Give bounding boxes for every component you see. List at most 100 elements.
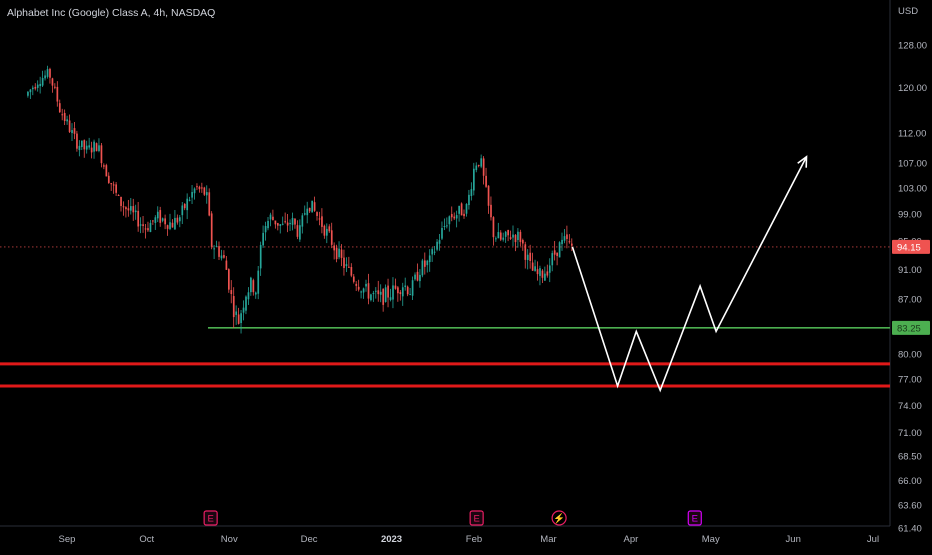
candle-body [316, 212, 318, 216]
candle-body [267, 220, 269, 229]
candle-body [377, 290, 380, 295]
candle-body [480, 158, 483, 167]
candle-body [303, 213, 306, 215]
candle-body [414, 274, 416, 280]
price-tick-label: 107.00 [898, 158, 927, 169]
candle-body [154, 217, 157, 223]
candle-body [142, 224, 144, 227]
candle-body [127, 208, 130, 211]
candle-body [382, 288, 385, 305]
price-tick-label: 120.00 [898, 83, 927, 94]
candle-body [61, 114, 64, 116]
candle-body [524, 244, 527, 260]
candle-body [264, 226, 267, 233]
candle-body [409, 294, 411, 296]
candle-body [566, 234, 568, 239]
price-tick-label: 87.00 [898, 294, 922, 305]
candle-body [174, 217, 176, 230]
time-tick-label: Feb [466, 534, 482, 545]
candle-body [333, 245, 336, 251]
earnings-event-icon[interactable] [203, 510, 218, 526]
chart-title: Alphabet Inc (Google) Class A, 4h, NASDA… [7, 7, 216, 19]
candle-body [460, 203, 463, 216]
candle-body [321, 216, 323, 227]
candle-body [149, 222, 152, 232]
candle-body [374, 290, 377, 292]
candle-body [519, 231, 522, 243]
price-tick-label: 77.00 [898, 375, 922, 386]
candle-body [218, 246, 220, 257]
price-tick-label: 112.00 [898, 128, 926, 139]
candle-body [328, 226, 331, 232]
dividend-event-letter: E [692, 514, 698, 525]
candle-body [41, 77, 44, 86]
candle-body [122, 206, 125, 208]
candle-body [561, 239, 563, 245]
candle-body [80, 140, 83, 147]
candle-body [198, 186, 201, 190]
time-tick-label: 2023 [381, 534, 402, 545]
support-price-badge: 83.25 [897, 323, 921, 334]
candle-body [54, 86, 56, 88]
candle-body [100, 145, 103, 164]
price-tick-label: 99.00 [898, 209, 922, 220]
time-tick-label: Mar [540, 534, 556, 545]
candle-body [120, 196, 122, 206]
price-tick-label: 66.00 [898, 476, 922, 487]
candle-body [259, 245, 262, 269]
candle-body [254, 292, 257, 295]
candle-body [147, 228, 149, 231]
candle-body [509, 237, 512, 239]
candle-body [186, 198, 189, 211]
candle-body [230, 290, 233, 295]
candle-body [323, 225, 326, 236]
candle-body [521, 239, 524, 244]
candle-body [208, 192, 211, 216]
candle-body [125, 207, 127, 210]
dividend-event-icon[interactable] [687, 510, 702, 526]
earnings-event-icon[interactable] [469, 510, 484, 526]
projection-path[interactable] [571, 156, 808, 393]
candle-body [44, 75, 46, 79]
candle-body [27, 91, 29, 96]
candle-body [88, 145, 91, 148]
candle-body [463, 213, 465, 217]
candle-body [448, 216, 451, 225]
candle-body [188, 199, 191, 201]
candle-body [166, 225, 169, 229]
split-event-icon[interactable] [551, 510, 567, 526]
candle-body [502, 237, 505, 240]
candle-body [482, 158, 485, 176]
candle-body [512, 234, 514, 238]
candle-body [379, 291, 382, 295]
candle-body [570, 243, 573, 246]
candle-body [539, 268, 541, 276]
time-tick-label: Sep [59, 534, 76, 545]
candle-body [318, 218, 321, 220]
candle-body [348, 266, 350, 268]
candle-body [225, 260, 228, 270]
candle-body [117, 194, 120, 196]
candle-body [536, 269, 539, 275]
candle-body [215, 245, 218, 247]
candle-body [103, 165, 105, 167]
candle-body [171, 222, 174, 228]
candle-body [411, 280, 414, 296]
candle-body [306, 208, 309, 216]
candle-body [443, 225, 446, 227]
candle-body [112, 184, 115, 186]
candle-body [436, 241, 438, 250]
candle-body [289, 223, 291, 225]
candle-body [406, 286, 409, 295]
candle-body [58, 103, 61, 113]
candle-body [423, 260, 426, 267]
candle-body [296, 225, 299, 237]
candle-body [399, 292, 402, 295]
candle-body [134, 210, 137, 213]
split-event-letter: ⚡ [553, 513, 565, 525]
candle-body [247, 292, 250, 300]
candle-body [330, 230, 333, 245]
candle-body [384, 287, 387, 302]
